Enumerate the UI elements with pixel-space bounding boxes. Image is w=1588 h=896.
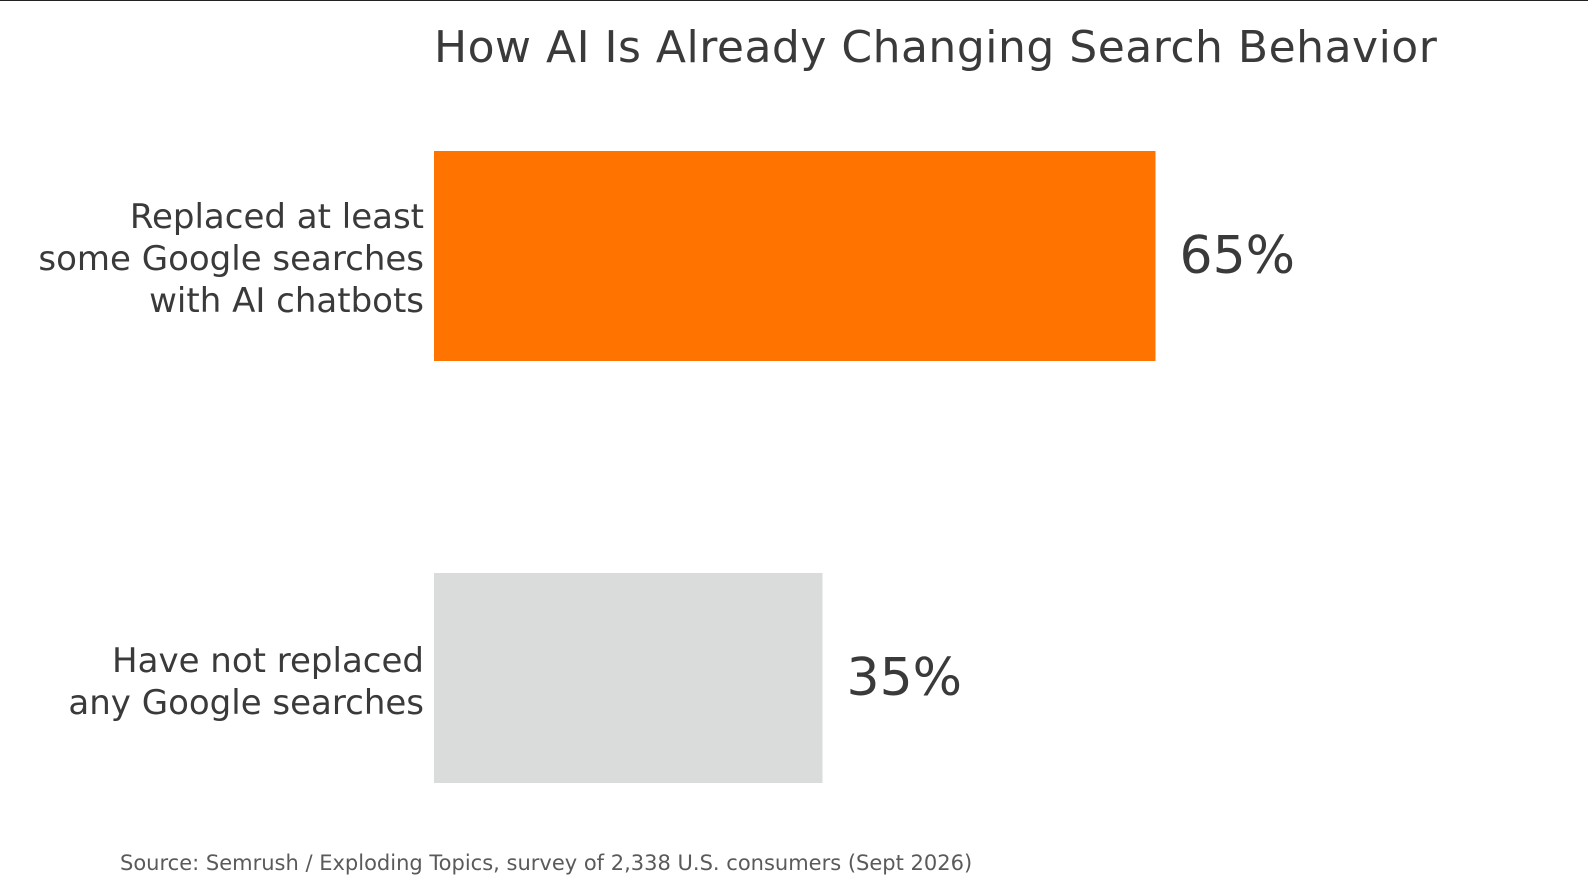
category-label-replaced: Replaced at least some Google searches w… <box>38 196 424 322</box>
data-label-1: 35% <box>847 648 963 708</box>
source-note: Source: Semrush / Exploding Topics, surv… <box>120 851 973 875</box>
bar-1 <box>434 573 823 783</box>
category-label-line: Replaced at least <box>129 197 424 237</box>
top-border-line <box>0 0 1588 1</box>
category-label-not-replaced: Have not replaced any Google searches <box>68 640 424 724</box>
category-label-line: some Google searches <box>38 239 424 279</box>
data-label-0: 65% <box>1180 226 1296 286</box>
category-label-line: Have not replaced <box>112 641 424 681</box>
category-label-line: any Google searches <box>68 683 424 723</box>
chart-title: How AI Is Already Changing Search Behavi… <box>434 22 1438 73</box>
bar-0 <box>434 151 1156 361</box>
category-label-line: with AI chatbots <box>149 281 424 321</box>
